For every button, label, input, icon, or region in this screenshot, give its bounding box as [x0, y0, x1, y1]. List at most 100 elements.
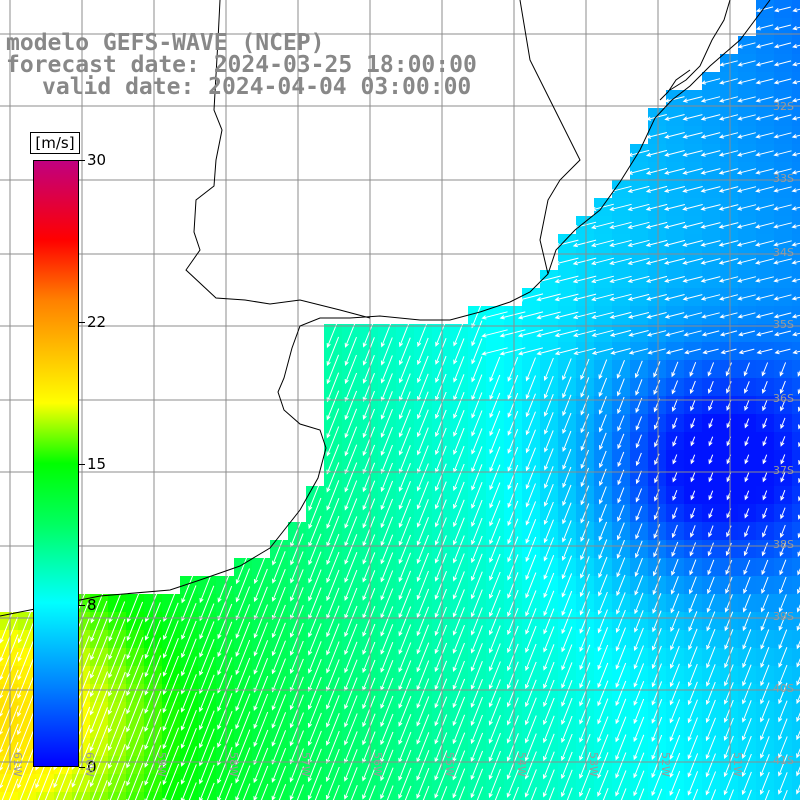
wind-arrow — [687, 771, 699, 796]
wind-arrow — [762, 525, 768, 538]
wind-arrow — [380, 444, 393, 474]
wind-arrow — [689, 362, 697, 377]
wind-arrow — [126, 690, 144, 733]
wind-arrow — [617, 415, 625, 432]
wind-arrow — [362, 749, 376, 782]
wind-arrow — [235, 550, 250, 585]
wind-arrow — [580, 413, 590, 434]
wind-arrow — [507, 518, 519, 545]
wind-arrow — [326, 569, 340, 602]
longitude-label: 57W — [299, 752, 312, 777]
wind-arrow — [663, 221, 686, 229]
wind-arrow — [670, 628, 680, 651]
wind-arrow — [452, 571, 465, 600]
wind-arrow — [326, 318, 340, 349]
wind-arrow — [144, 673, 162, 714]
wind-arrow — [598, 504, 607, 523]
colorbar-tick-label: 22 — [87, 312, 107, 331]
wind-arrow — [778, 611, 788, 632]
wind-arrow — [700, 150, 721, 157]
wind-arrow — [107, 707, 126, 752]
wind-arrow — [398, 624, 412, 655]
wind-arrow — [488, 643, 501, 672]
wind-arrow — [591, 293, 614, 302]
colorbar-tick-label: 15 — [87, 454, 107, 473]
wind-arrow — [742, 700, 752, 723]
wind-cell — [558, 792, 576, 800]
wind-arrow — [453, 427, 465, 455]
wind-arrow — [633, 645, 644, 670]
wind-arrow — [44, 779, 55, 800]
wind-arrow — [0, 705, 19, 753]
wind-arrow — [744, 472, 750, 483]
wind-arrow — [671, 399, 678, 412]
wind-arrow — [326, 623, 340, 656]
wind-cell — [756, 792, 774, 800]
wind-cell — [270, 792, 288, 800]
wind-arrow — [737, 60, 756, 67]
wind-arrow — [778, 647, 788, 668]
wind-cell — [720, 792, 738, 800]
wind-arrow — [434, 750, 448, 781]
wind-cell — [450, 792, 468, 800]
wind-cell — [792, 594, 800, 612]
wind-arrow — [416, 660, 430, 691]
wind-arrow — [434, 588, 447, 618]
wind-arrow — [579, 644, 591, 671]
wind-arrow — [362, 426, 376, 457]
wind-arrow — [452, 642, 465, 672]
wind-arrow — [651, 645, 662, 670]
wind-arrow — [416, 427, 429, 456]
wind-arrow — [362, 480, 376, 511]
wind-arrow — [634, 592, 644, 615]
wind-arrow — [525, 554, 537, 581]
wind-arrow — [517, 293, 544, 302]
wind-arrow — [536, 347, 561, 356]
wind-cell — [324, 792, 342, 800]
wind-arrow — [253, 765, 269, 800]
colorbar-tick-label: 30 — [87, 151, 107, 169]
wind-cell — [738, 792, 756, 800]
wind-arrow — [627, 275, 650, 283]
wind-arrow — [690, 436, 696, 447]
wind-arrow — [773, 60, 792, 67]
wind-arrow — [597, 609, 608, 634]
wind-arrow — [724, 664, 734, 687]
wind-arrow — [689, 542, 697, 557]
wind-arrow — [561, 715, 573, 743]
wind-arrow — [507, 589, 519, 617]
wind-arrow — [489, 392, 501, 419]
wind-arrow — [627, 257, 650, 265]
wind-arrow — [780, 489, 786, 501]
wind-arrow — [645, 257, 668, 265]
wind-arrow — [398, 714, 412, 745]
wind-arrow — [0, 634, 19, 681]
wind-arrow — [525, 393, 536, 418]
wind-arrow — [635, 523, 643, 540]
wind-arrow — [542, 769, 555, 798]
wind-arrow — [645, 203, 668, 211]
wind-arrow — [597, 734, 609, 761]
wind-arrow — [635, 434, 642, 449]
wind-arrow — [744, 399, 750, 412]
wind-arrow — [791, 170, 800, 175]
wind-arrow — [759, 771, 770, 795]
wind-arrow — [217, 693, 233, 730]
wind-arrow — [543, 715, 555, 744]
wind-arrow — [653, 361, 661, 378]
wind-arrow — [688, 646, 698, 669]
wind-arrow — [199, 728, 215, 767]
wind-arrow — [645, 167, 668, 175]
wind-arrow — [633, 734, 645, 761]
wind-cell — [702, 792, 720, 800]
wind-arrow — [616, 592, 626, 615]
wind-arrow — [452, 589, 465, 618]
wind-arrow — [708, 472, 714, 483]
wind-cell — [576, 792, 594, 800]
wind-arrow — [778, 664, 788, 687]
wind-arrow — [289, 622, 304, 656]
wind-arrow — [434, 535, 447, 564]
wind-arrow — [627, 312, 650, 319]
wind-arrow — [544, 412, 554, 435]
wind-arrow — [126, 654, 144, 697]
